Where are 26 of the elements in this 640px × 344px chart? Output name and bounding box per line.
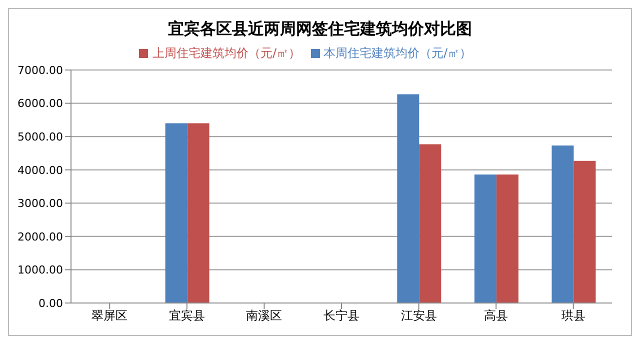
bar	[397, 94, 420, 303]
y-tick-label: 4000.00	[18, 164, 63, 177]
x-tick-label: 长宁县	[324, 308, 360, 323]
legend-label: 本周住宅建筑均价（元/㎡）	[324, 46, 472, 60]
y-tick-label: 5000.00	[18, 130, 63, 144]
x-tick-label: 江安县	[400, 308, 437, 323]
x-tick-label: 南溪区	[246, 308, 282, 323]
chart-title: 宜宾各区县近两周网签住宅建筑均价对比图	[167, 19, 473, 40]
bar	[419, 144, 442, 303]
bar	[552, 146, 574, 303]
bar	[496, 174, 518, 303]
y-tick-label: 7000.00	[18, 64, 63, 77]
x-tick-label: 珙县	[561, 308, 586, 323]
bar	[574, 160, 596, 303]
y-tick-label: 1000.00	[18, 264, 63, 277]
x-tick-label: 宜宾县	[168, 308, 205, 323]
y-tick-label: 6000.00	[18, 97, 63, 110]
x-tick-label: 高县	[484, 308, 508, 323]
bar	[187, 123, 210, 303]
y-tick-label: 0.00	[38, 296, 63, 310]
bar	[474, 174, 496, 303]
bar	[165, 123, 188, 303]
legend-label: 上周住宅建筑均价（元/㎡）	[152, 46, 300, 60]
y-tick-label: 2000.00	[18, 230, 63, 244]
y-tick-label: 3000.00	[18, 197, 63, 210]
x-tick-label: 翠屏区	[92, 308, 128, 323]
